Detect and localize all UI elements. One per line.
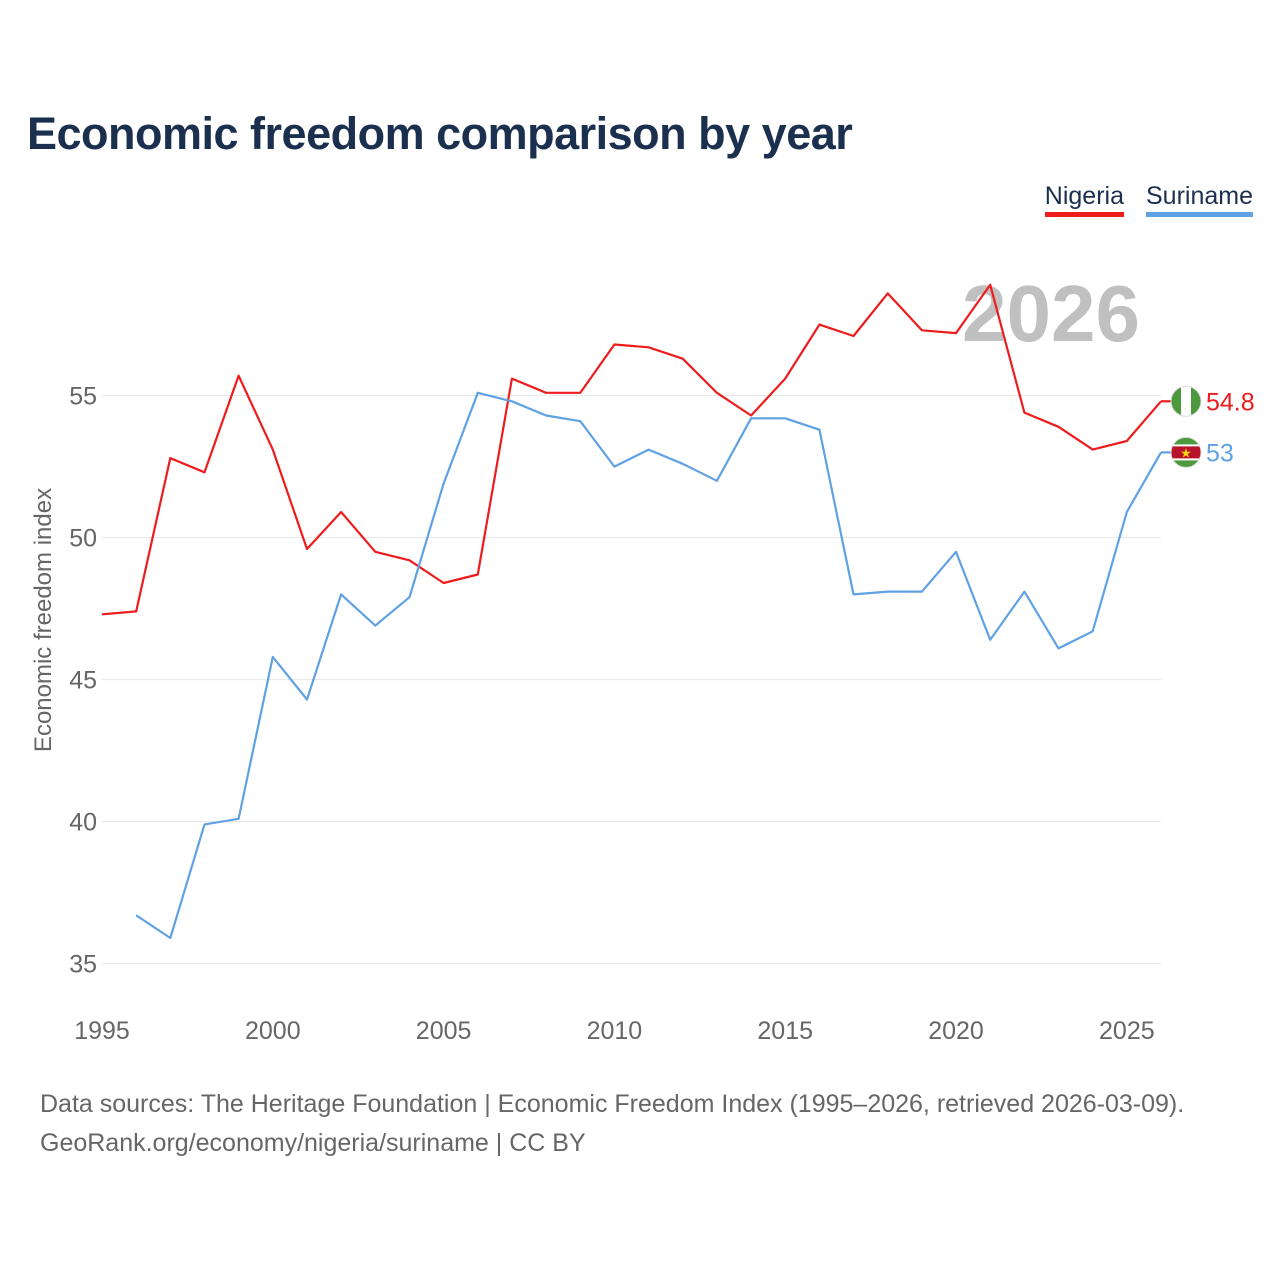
x-axis: 1995 2000 2005 2010 2015 2020 2025	[74, 1017, 1154, 1045]
footer-source: Data sources: The Heritage Foundation | …	[40, 1090, 1185, 1118]
y-tick-label: 45	[69, 667, 97, 695]
x-tick-label: 2005	[416, 1017, 472, 1045]
footer: Data sources: The Heritage Foundation | …	[40, 1085, 1184, 1163]
legend-item-nigeria[interactable]: Nigeria	[1044, 182, 1124, 217]
y-tick-label: 50	[69, 525, 97, 553]
y-tick-label: 40	[69, 809, 97, 837]
legend: Nigeria Suriname	[1044, 182, 1253, 217]
y-axis: 35 40 45 50 55	[69, 383, 97, 979]
series-line-suriname[interactable]	[135, 391, 1162, 940]
series-end-markers: 54.8 ★ 53	[1161, 385, 1255, 468]
series-line-nigeria[interactable]	[101, 283, 1162, 616]
footer-attribution: GeoRank.org/economy/nigeria/suriname | C…	[40, 1129, 586, 1157]
chart-title: Economic freedom comparison by year	[27, 108, 853, 159]
y-tick-label: 55	[69, 383, 97, 411]
x-tick-label: 2025	[1099, 1017, 1155, 1045]
svg-text:★: ★	[1180, 446, 1192, 461]
end-value-label-nigeria: 54.8	[1206, 388, 1255, 416]
x-tick-label: 2020	[928, 1017, 984, 1045]
series	[101, 283, 1162, 940]
grid	[102, 395, 1161, 965]
x-tick-label: 1995	[74, 1017, 130, 1045]
year-watermark: 2026	[962, 269, 1140, 358]
x-tick-label: 2010	[587, 1017, 643, 1045]
end-value-label-suriname: 53	[1206, 439, 1234, 467]
y-axis-title: Economic freedom index	[30, 488, 57, 752]
legend-item-suriname[interactable]: Suriname	[1146, 182, 1253, 217]
nigeria-flag-icon	[1170, 385, 1202, 417]
y-tick-label: 35	[69, 951, 97, 979]
x-tick-label: 2000	[245, 1017, 301, 1045]
suriname-flag-icon: ★	[1170, 436, 1202, 468]
x-tick-label: 2015	[757, 1017, 813, 1045]
